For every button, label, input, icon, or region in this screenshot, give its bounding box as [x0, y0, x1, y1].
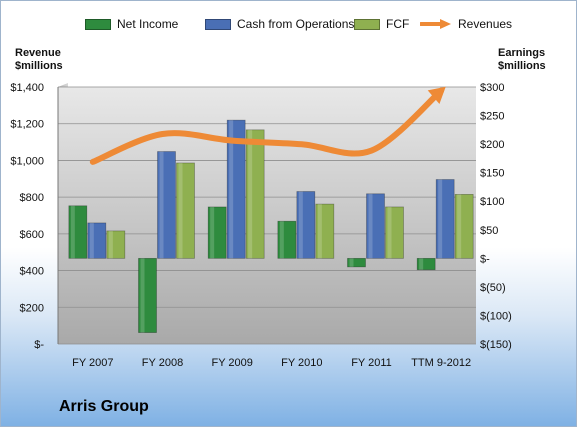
- right-tick-label: $(150): [480, 339, 512, 351]
- bar: [296, 191, 316, 259]
- bar: [385, 206, 404, 259]
- legend-swatch-cash-from-operations: [205, 18, 231, 30]
- right-tick-label: $100: [480, 196, 504, 208]
- left-axis-title: Revenue $millions: [15, 47, 63, 73]
- bar-highlight: [317, 204, 322, 259]
- x-tick-label: FY 2009: [211, 357, 252, 369]
- revenue-arrowhead: [427, 86, 446, 105]
- bar-highlight: [298, 191, 303, 259]
- bar-highlight: [368, 193, 373, 259]
- bar: [176, 162, 195, 259]
- revenue-line: [89, 87, 445, 165]
- bar: [106, 230, 126, 259]
- plot-area: [58, 87, 476, 344]
- bar-highlight: [438, 179, 443, 259]
- left-axis-title-line1: Revenue: [15, 47, 61, 59]
- bar-highlight: [248, 129, 253, 259]
- right-tick-label: $250: [480, 111, 504, 123]
- bar-highlight: [70, 205, 75, 259]
- bar-highlight: [229, 120, 234, 259]
- right-axis-title-line1: Earnings: [498, 47, 546, 59]
- right-tick-label: $(100): [480, 310, 512, 322]
- bar-highlight: [387, 206, 392, 259]
- legend-arrow-icon: [420, 19, 451, 29]
- bar: [435, 179, 455, 259]
- bar: [138, 257, 157, 333]
- bar: [207, 206, 227, 259]
- legend-swatch-fcf: [354, 18, 380, 30]
- left-tick-label: $-: [34, 339, 44, 351]
- bar: [245, 129, 265, 259]
- bar: [68, 205, 88, 259]
- x-tick-label: TTM 9-2012: [411, 357, 471, 369]
- left-tick-label: $600: [20, 229, 44, 241]
- bar: [157, 151, 176, 259]
- left-tick-label: $1,200: [10, 119, 44, 131]
- legend-label-cash-from-operations: Cash from Operations: [237, 17, 355, 31]
- left-tick-label: $1,000: [10, 155, 44, 167]
- bar-highlight: [419, 258, 424, 270]
- legend-item-fcf: FCF: [354, 15, 409, 33]
- legend-swatch-net-income: [85, 18, 111, 30]
- bar: [277, 220, 297, 259]
- left-tick-label: $200: [20, 302, 44, 314]
- bar: [366, 193, 385, 259]
- legend-label-revenues: Revenues: [458, 17, 513, 31]
- x-tick-label: FY 2010: [281, 357, 322, 369]
- right-tick-label: $(50): [480, 282, 506, 294]
- x-tick-label: FY 2007: [72, 357, 113, 369]
- legend-item-cash-from-operations: Cash from Operations: [205, 15, 354, 33]
- legend-item-net-income: Net Income: [85, 15, 178, 33]
- bar-highlight: [210, 206, 215, 259]
- bar-highlight: [140, 258, 145, 333]
- legend-item-revenues: Revenues: [420, 15, 512, 33]
- legend-label-fcf: FCF: [386, 17, 410, 31]
- bar: [87, 222, 107, 259]
- bar-highlight: [159, 151, 164, 259]
- company-name: Arris Group: [59, 398, 149, 415]
- bar-highlight: [108, 230, 113, 259]
- left-axis-title-line2: $millions: [15, 60, 63, 72]
- right-tick-label: $150: [480, 168, 504, 180]
- right-tick-label: $200: [480, 139, 504, 151]
- bar: [347, 257, 366, 268]
- right-axis-title: Earnings $millions: [498, 47, 546, 73]
- right-tick-label: $50: [480, 225, 498, 237]
- bar: [454, 194, 474, 259]
- x-tick-label: FY 2011: [351, 357, 392, 369]
- bar-highlight: [349, 258, 354, 267]
- bar: [315, 203, 335, 259]
- legend-label-net-income: Net Income: [117, 17, 179, 31]
- right-tick-label: $-: [480, 253, 490, 265]
- bar: [416, 257, 436, 271]
- left-tick-label: $1,400: [10, 82, 44, 94]
- bar: [226, 119, 246, 259]
- right-axis-title-line2: $millions: [498, 60, 546, 72]
- bar-highlight: [178, 162, 183, 259]
- left-tick-label: $400: [20, 266, 44, 278]
- left-tick-label: $800: [20, 192, 44, 204]
- x-tick-label: FY 2008: [142, 357, 183, 369]
- right-tick-label: $300: [480, 82, 504, 94]
- bar-highlight: [457, 194, 462, 259]
- bar-highlight: [89, 222, 94, 259]
- bar-highlight: [279, 221, 284, 259]
